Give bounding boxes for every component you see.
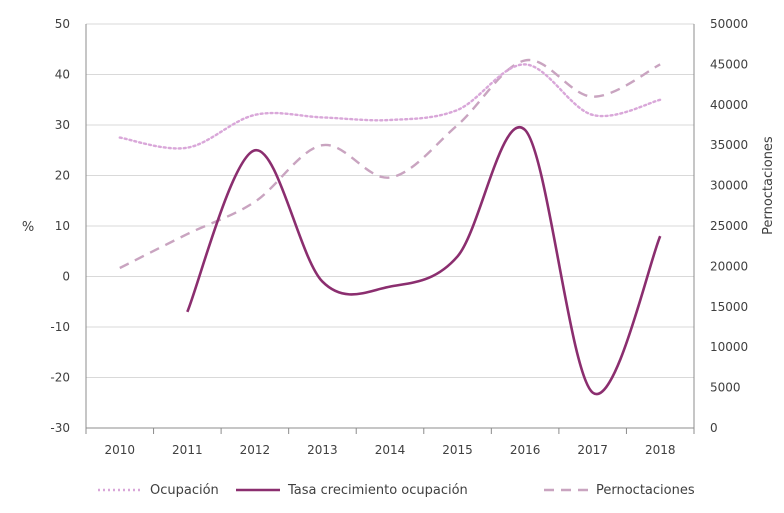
y-right-tick-label: 35000 [710, 138, 748, 152]
series-line-ocupacion [118, 63, 662, 150]
series-line-pernoctaciones [119, 59, 661, 270]
y-right-tick-label: 30000 [710, 179, 748, 193]
x-tick-label: 2011 [172, 443, 203, 457]
grid-layer [86, 23, 694, 429]
x-tick-label: 2018 [645, 443, 676, 457]
x-tick-label: 2010 [105, 443, 136, 457]
y-right-tick-label: 15000 [710, 300, 748, 314]
legend-label: Ocupación [150, 483, 219, 498]
y-left-tick-label: 0 [62, 270, 70, 284]
y-left-tick-label: 10 [55, 219, 70, 233]
y-right-tick-label: 5000 [710, 381, 741, 395]
x-tick-label: 2015 [442, 443, 473, 457]
y-left-tick-label: -10 [50, 320, 70, 334]
legend-label: Pernoctaciones [596, 483, 695, 498]
axis-layer: 50403020100-10-20-3050000450004000035000… [22, 17, 776, 457]
x-tick-label: 2014 [375, 443, 406, 457]
y-right-tick-label: 0 [710, 421, 718, 435]
y-right-tick-label: 50000 [710, 17, 748, 31]
y-right-tick-label: 40000 [710, 98, 748, 112]
y-right-tick-label: 25000 [710, 219, 748, 233]
y-left-tick-label: 40 [55, 68, 70, 82]
y-left-tick-label: 50 [55, 17, 70, 31]
y-right-tick-label: 10000 [710, 340, 748, 354]
series-line-tasa-crecimiento-ocupacion [186, 125, 662, 396]
series-layer [118, 59, 662, 396]
y-left-tick-label: 20 [55, 169, 70, 183]
legend-label: Tasa crecimiento ocupación [287, 483, 468, 498]
x-tick-label: 2016 [510, 443, 541, 457]
y-left-axis-title: % [22, 220, 34, 235]
y-left-tick-label: 30 [55, 118, 70, 132]
x-tick-label: 2012 [240, 443, 271, 457]
y-left-tick-label: -20 [50, 371, 70, 385]
y-right-axis-title: Pernoctaciones [761, 136, 776, 235]
x-tick-label: 2017 [577, 443, 608, 457]
x-tick-label: 2013 [307, 443, 338, 457]
y-left-tick-label: -30 [50, 421, 70, 435]
y-right-tick-label: 20000 [710, 259, 748, 273]
y-right-tick-label: 45000 [710, 57, 748, 71]
legend: Ocupación Tasa crecimiento ocupación Perno… [98, 483, 695, 498]
